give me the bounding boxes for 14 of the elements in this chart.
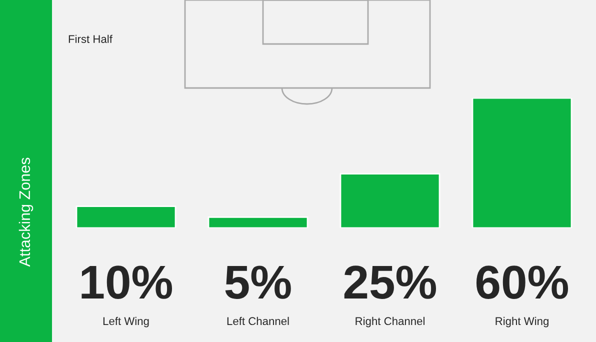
data-label: 10%	[82, 266, 172, 300]
x-tick-label: Right Wing	[496, 316, 548, 328]
data-label: 25%	[344, 266, 436, 300]
y-axis-title: Attacking Zones	[18, 158, 34, 267]
chart-subtitle: First Half	[68, 34, 112, 43]
x-tick-label: Left Channel	[227, 316, 289, 326]
bar	[472, 98, 572, 228]
x-tick-label: Right Channel	[356, 316, 424, 328]
bar	[76, 206, 176, 228]
bar	[340, 173, 440, 228]
data-label: 60%	[476, 266, 568, 300]
bar	[208, 216, 308, 228]
x-tick-label: Left Wing	[103, 316, 149, 328]
data-label: 5%	[225, 266, 291, 300]
